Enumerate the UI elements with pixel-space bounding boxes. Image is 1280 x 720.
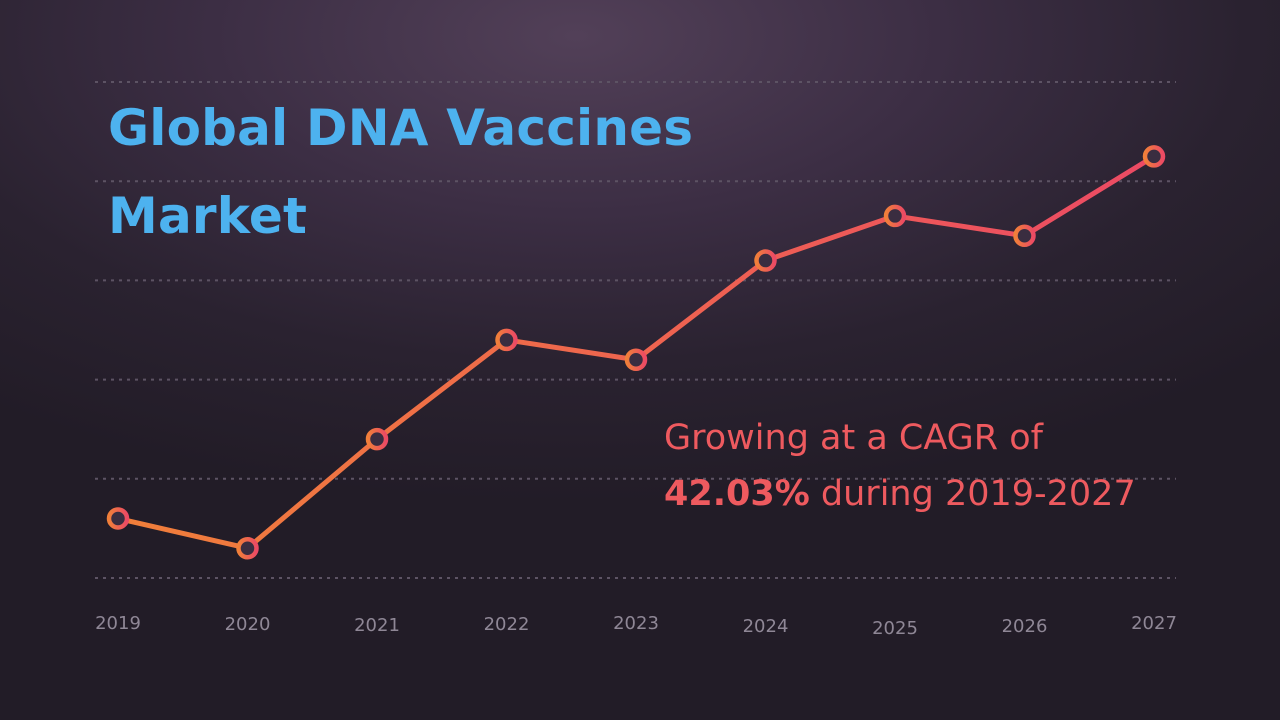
data-point (883, 204, 907, 228)
cagr-line-2: 42.03% during 2019-2027 (664, 466, 1224, 522)
x-tick-labels: 2019 2020 2021 2022 2023 2024 2025 2026 2027 (95, 613, 1177, 639)
chart-title: Global DNA Vaccines Market (108, 99, 694, 245)
cagr-line-1: Growing at a CAGR of (664, 418, 1043, 458)
x-tick-label: 2021 (354, 615, 400, 636)
data-point (624, 348, 648, 372)
x-tick-label: 2024 (743, 616, 789, 637)
data-point (495, 328, 518, 352)
data-point (1142, 145, 1166, 168)
x-tick-label: 2022 (484, 614, 530, 635)
x-tick-label: 2026 (1002, 616, 1048, 637)
data-point (754, 249, 777, 272)
x-tick-label: 2020 (225, 614, 271, 635)
data-point (365, 427, 389, 451)
data-point (106, 507, 130, 530)
data-point (1013, 224, 1036, 248)
x-tick-label: 2027 (1131, 613, 1177, 634)
data-points-layer (106, 145, 1166, 560)
cagr-period: during 2019-2027 (809, 474, 1136, 514)
data-point (236, 536, 259, 560)
x-tick-label: 2019 (95, 613, 141, 634)
x-tick-label: 2023 (613, 613, 659, 634)
cagr-annotation: Growing at a CAGR of 42.03% during 2019-… (664, 410, 1224, 522)
cagr-value: 42.03% (664, 474, 810, 514)
x-tick-label: 2025 (872, 618, 918, 639)
